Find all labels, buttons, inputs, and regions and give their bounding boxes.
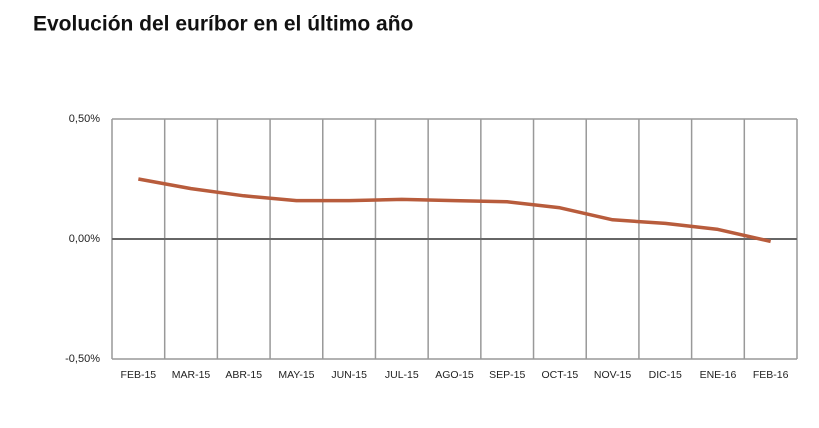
y-tick-label: 0,50% [69, 113, 100, 125]
x-tick-label: NOV-15 [594, 369, 632, 381]
line [138, 177, 772, 244]
x-tick-label: JUN-15 [331, 369, 367, 381]
y-tick-label: 0,00% [69, 233, 100, 245]
x-tick-label: MAY-15 [278, 369, 314, 381]
chart-title: Evolución del euríbor en el último año [33, 13, 413, 36]
x-tick-label: AGO-15 [435, 369, 474, 381]
x-tick-label: ABR-15 [225, 369, 262, 381]
x-tick-label: FEB-16 [753, 369, 789, 381]
x-tick-label: DIC-15 [649, 369, 682, 381]
y-tick-label: -0,50% [65, 353, 100, 365]
x-tick-label: SEP-15 [489, 369, 525, 381]
x-tick-label: ENE-16 [700, 369, 737, 381]
x-tick-label: JUL-15 [385, 369, 419, 381]
x-tick-label: OCT-15 [542, 369, 579, 381]
x-tick-label: MAR-15 [172, 369, 211, 381]
x-tick-label: FEB-15 [121, 369, 157, 381]
